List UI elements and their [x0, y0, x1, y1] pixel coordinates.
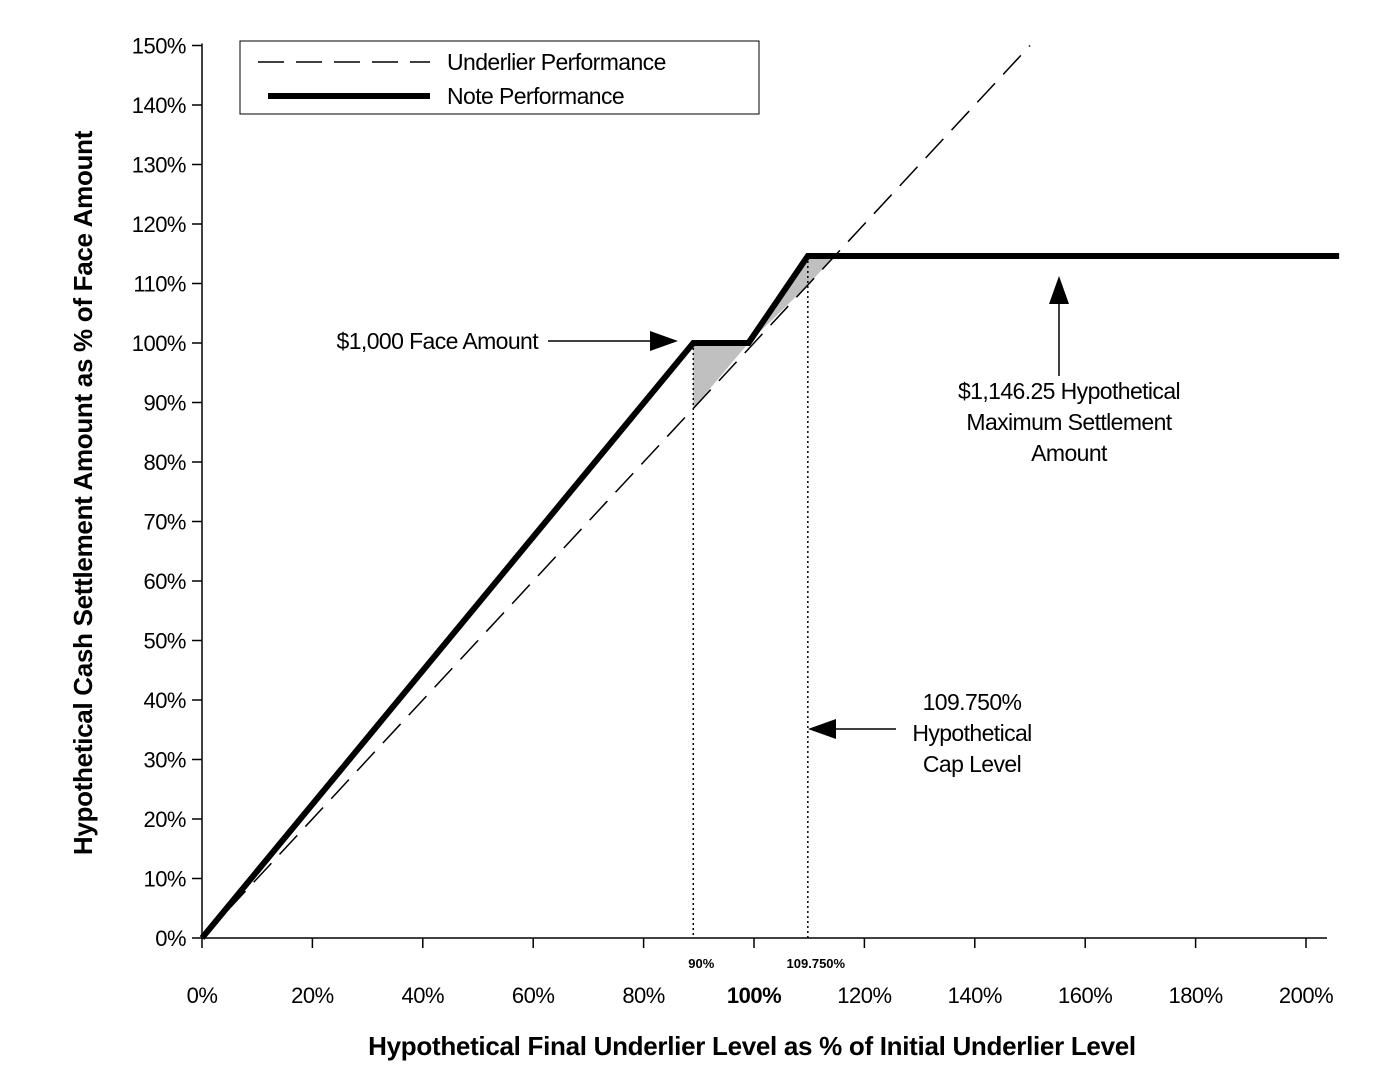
cap-level-arrow-head [808, 719, 836, 739]
x-tick-label: 140% [948, 983, 1002, 1008]
y-tick-label: 20% [143, 807, 186, 832]
axes: 0% 20% 40% 60% 80% 100% 120% 140% 160% 180% 200% 0… [132, 34, 1334, 1009]
series-lines [199, 44, 1340, 940]
note-performance-line [199, 252, 1340, 940]
y-tick-label: 80% [143, 450, 186, 475]
shaded-regions [693, 255, 835, 409]
x-tick-label: 180% [1168, 983, 1222, 1008]
y-tick-label: 50% [143, 629, 186, 654]
x-tick-label: 160% [1058, 983, 1112, 1008]
underlier-performance-line [201, 44, 1031, 939]
face-amount-label: $1,000 Face Amount [337, 328, 540, 354]
y-tick-label: 10% [143, 867, 186, 892]
legend: Underlier Performance Note Performance [239, 40, 760, 115]
face-amount-annotation: $1,000 Face Amount [337, 328, 678, 354]
y-tick-label: 90% [143, 391, 186, 416]
x-tick-label: 0% [187, 983, 218, 1008]
legend-box [239, 40, 760, 115]
x-tick-label: 80% [622, 983, 665, 1008]
cap-level-line-2: Hypothetical [912, 720, 1031, 746]
y-ticks: 0% 10% 20% 30% 40% 50% 60% 70% 80% 90% 100% 110% 120… [132, 34, 202, 951]
shaded-region [693, 343, 749, 409]
max-settlement-line-2: Maximum Settlement [966, 409, 1172, 435]
legend-label-underlier: Underlier Performance [447, 49, 666, 75]
y-tick-label: 70% [143, 510, 186, 535]
reference-line-label: 109.750% [787, 956, 846, 971]
cap-level-line-3: Cap Level [923, 751, 1021, 777]
shaded-region [748, 255, 835, 343]
y-tick-label: 40% [143, 688, 186, 713]
y-axis-title: Hypothetical Cash Settlement Amount as %… [68, 130, 98, 855]
x-tick-label: 60% [512, 983, 555, 1008]
y-tick-label: 130% [132, 153, 186, 178]
reference-line-label: 90% [688, 956, 714, 971]
x-ticks: 0% 20% 40% 60% 80% 100% 120% 140% 160% 180% 200% [187, 938, 1334, 1008]
x-tick-label: 120% [837, 983, 891, 1008]
y-tick-label: 30% [143, 748, 186, 773]
y-tick-label: 0% [155, 926, 186, 951]
face-amount-arrow-head [650, 331, 678, 351]
y-tick-label: 60% [143, 569, 186, 594]
y-tick-label: 140% [132, 93, 186, 118]
max-settlement-annotation: $1,146.25 Hypothetical Maximum Settlemen… [958, 276, 1181, 466]
cap-level-annotation: 109.750% Hypothetical Cap Level [808, 689, 1032, 777]
x-tick-label: 100% [727, 983, 781, 1008]
y-tick-label: 110% [133, 272, 186, 297]
x-axis-title: Hypothetical Final Underlier Level as % … [368, 1031, 1136, 1061]
y-tick-label: 150% [132, 34, 186, 59]
x-tick-label: 200% [1279, 983, 1333, 1008]
x-tick-label: 20% [291, 983, 334, 1008]
cap-level-line-1: 109.750% [923, 689, 1022, 715]
legend-label-note: Note Performance [447, 83, 624, 109]
y-tick-label: 100% [132, 331, 186, 356]
reference-lines: 90% 109.750% [688, 255, 846, 971]
y-tick-label: 120% [132, 212, 186, 237]
max-settlement-arrow-head [1049, 276, 1069, 304]
max-settlement-line-1: $1,146.25 Hypothetical [958, 378, 1180, 404]
x-tick-label: 40% [402, 983, 445, 1008]
max-settlement-line-3: Amount [1031, 440, 1108, 466]
